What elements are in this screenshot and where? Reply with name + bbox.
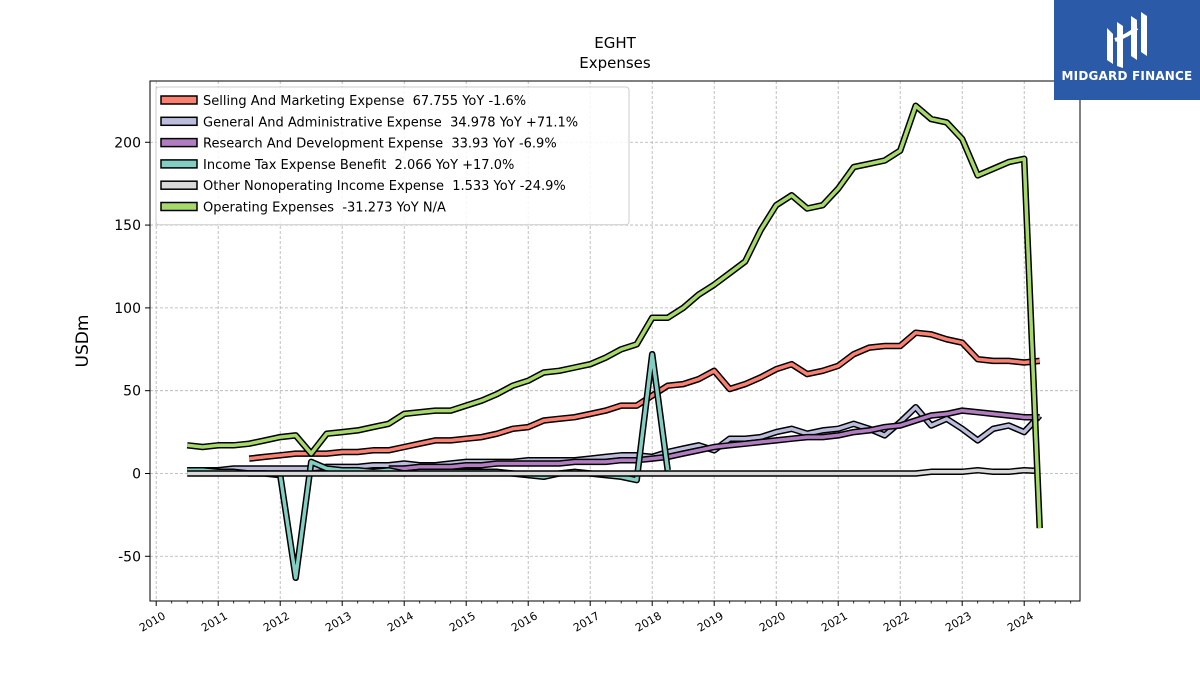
x-tick-label: 2015 xyxy=(447,609,478,634)
legend-label: Research And Development Expense 33.93 Y… xyxy=(203,137,557,152)
x-tick-label: 2022 xyxy=(881,609,912,634)
legend-label: Other Nonoperating Income Expense 1.533 … xyxy=(203,179,566,194)
brand-logo: MIDGARD FINANCE xyxy=(1054,0,1200,100)
x-tick-label: 2014 xyxy=(385,609,416,634)
plot-frame xyxy=(149,80,1081,602)
y-axis-label: USDm xyxy=(73,315,93,368)
series-line xyxy=(187,104,1042,529)
x-tick-label: 2023 xyxy=(943,609,974,634)
chart-subtitle: Expenses xyxy=(579,54,651,72)
y-tick-label: 50 xyxy=(123,384,141,400)
x-tick-label: 2012 xyxy=(261,609,292,634)
legend-label: Operating Expenses -31.273 YoY N/A xyxy=(203,201,446,216)
legend-swatch xyxy=(160,201,198,212)
legend-label: Income Tax Expense Benefit 2.066 YoY +17… xyxy=(203,158,514,173)
legend-box xyxy=(155,86,630,226)
x-tick-label: 2019 xyxy=(695,609,726,634)
legend-swatch xyxy=(160,159,198,169)
y-tick-label: 100 xyxy=(114,301,141,317)
legend-swatch xyxy=(160,116,198,127)
x-tick-label: 2017 xyxy=(571,609,602,634)
x-tick-label: 2013 xyxy=(323,609,354,634)
x-tick-label: 2011 xyxy=(199,609,230,634)
series-line xyxy=(388,408,1040,471)
y-tick-label: 0 xyxy=(132,466,141,482)
brand-mark-icon xyxy=(1107,12,1147,68)
x-tick-label: 2021 xyxy=(819,609,850,634)
y-tick-label: 200 xyxy=(114,135,141,151)
x-tick-label: 2018 xyxy=(633,609,664,634)
brand-name: MIDGARD FINANCE xyxy=(1061,69,1193,83)
x-tick-label: 2016 xyxy=(509,609,540,634)
legend-label: General And Administrative Expense 34.97… xyxy=(203,115,578,130)
legend: Selling And Marketing Expense 67.755 YoY… xyxy=(155,86,630,226)
legend-label: Selling And Marketing Expense 67.755 YoY… xyxy=(203,94,526,109)
x-tick-label: 2020 xyxy=(757,609,788,634)
legend-swatch xyxy=(160,180,198,190)
y-tick-label: -50 xyxy=(118,549,141,565)
x-tick-label: 2010 xyxy=(137,609,168,634)
legend-swatch xyxy=(160,95,198,105)
series-lines xyxy=(186,102,1043,582)
x-tick-label: 2024 xyxy=(1005,609,1036,634)
series-line xyxy=(187,468,1040,476)
chart-title: EGHT xyxy=(594,34,636,52)
y-tick-label: 150 xyxy=(114,218,141,234)
legend-swatch xyxy=(160,137,198,148)
